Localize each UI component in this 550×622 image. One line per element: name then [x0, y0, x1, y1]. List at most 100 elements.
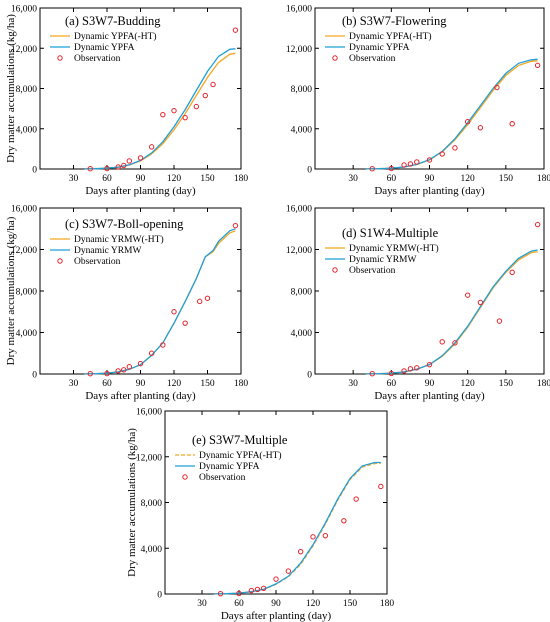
observation-point: [104, 370, 110, 377]
observation-point: [137, 360, 144, 367]
chart-panel-4: 30 60 90 120 150 180 0 4,000 8,000 12,000 16,000 Da…: [286, 205, 550, 403]
observation-point: [414, 365, 420, 371]
legend-label: Dynamic YRMW(-HT): [74, 234, 164, 245]
observation-point: [426, 157, 433, 163]
x-tick-label: 60: [387, 174, 397, 184]
x-axis-label: Days after planting (day): [374, 390, 485, 402]
observation-point: [452, 340, 458, 346]
observation-point: [477, 125, 484, 131]
legend-item: Dynamic YPFA(-HT): [50, 31, 157, 42]
legend-item: Dynamic YPFA: [50, 43, 135, 53]
observation-point: [509, 121, 515, 127]
y-tick-label: 0: [307, 371, 312, 381]
panel-title: (a) S3W7-Budding: [65, 14, 161, 28]
legend-label: Observation: [349, 266, 396, 276]
series-line-1: [214, 462, 381, 595]
observation-point: [204, 295, 211, 301]
observation-point: [210, 81, 216, 88]
chart-panel-3: 30 60 90 120 150 180 0 4,000 8,000 12,000 16,000 Da…: [5, 205, 248, 403]
observation-point: [407, 366, 414, 372]
observation-point: [196, 298, 203, 305]
y-tick-label: 0: [307, 166, 312, 176]
legend-item: Observation: [332, 54, 396, 64]
y-tick-label: 0: [32, 166, 37, 176]
legend-label: Dynamic YPFA(-HT): [199, 450, 282, 461]
x-axis-label: Days after planting (day): [85, 390, 196, 402]
panel-title: (d) S1W4-Multiple: [342, 226, 439, 240]
x-tick-label: 90: [425, 379, 435, 389]
legend-label: Dynamic YRMW: [74, 246, 141, 256]
y-tick-label: 4,000: [291, 329, 313, 339]
legend-item: Dynamic YPFA: [175, 462, 260, 472]
x-axis-label: Days after planting (day): [221, 610, 332, 622]
y-axis-label: Dry matter accumulations (kg/ha): [126, 428, 138, 577]
legend-item: Observation: [57, 257, 121, 267]
x-tick-label: 150: [200, 174, 215, 184]
legend-label: Dynamic YPFA(-HT): [349, 31, 432, 42]
legend-item: Dynamic YRMW(-HT): [325, 243, 439, 254]
observation-point: [121, 162, 127, 169]
x-tick-label: 90: [136, 379, 146, 389]
chart-panel-1: 30 60 90 120 150 180 0 4,000 8,000 12,000 16,000 Da…: [5, 5, 248, 198]
observation-point: [509, 269, 515, 276]
x-tick-label: 60: [234, 599, 244, 609]
x-tick-label: 180: [380, 599, 395, 609]
observation-point: [388, 165, 395, 172]
x-tick-label: 150: [343, 599, 358, 609]
y-axis-label: Dry matter accumulations (kg/ha): [5, 216, 17, 365]
x-tick-label: 120: [167, 379, 182, 389]
legend-item: Observation: [182, 473, 246, 483]
y-tick-label: 8,000: [16, 288, 38, 298]
y-tick-label: 8,000: [141, 499, 163, 509]
legend-item: Dynamic YPFA: [325, 43, 410, 53]
legend-label: Dynamic YRMW: [349, 255, 416, 265]
observation-point: [369, 370, 375, 377]
observation-point: [534, 62, 541, 69]
plot-frame: [39, 207, 242, 375]
observation-point: [182, 320, 188, 326]
chart-panel-5: 30 60 90 120 150 180 0 4,000 8,000 12,000 16,000 Da…: [126, 408, 394, 622]
y-tick-label: 4,000: [291, 125, 313, 135]
series-line-2: [84, 228, 236, 375]
x-tick-label: 120: [306, 599, 321, 609]
x-tick-label: 90: [425, 174, 435, 184]
x-axis-label: Days after planting (day): [85, 185, 196, 197]
x-tick-label: 120: [461, 174, 476, 184]
legend-label: Dynamic YPFA: [349, 43, 410, 53]
x-tick-label: 120: [167, 174, 182, 184]
legend-item: Dynamic YRMW: [50, 246, 141, 256]
x-tick-label: 30: [348, 174, 358, 184]
observation-point: [115, 368, 121, 374]
series-line-1: [84, 52, 236, 170]
observation-point: [148, 144, 155, 150]
y-tick-label: 0: [157, 591, 162, 601]
y-tick-label: 16,000: [11, 5, 37, 15]
observation-point: [126, 364, 133, 370]
y-tick-label: 12,000: [136, 453, 162, 463]
x-tick-label: 150: [499, 379, 514, 389]
x-tick-label: 180: [537, 379, 550, 389]
observation-point: [182, 114, 188, 121]
observation-point: [160, 342, 166, 348]
x-tick-label: 30: [69, 379, 79, 389]
legend-label: Dynamic YRMW(-HT): [349, 243, 439, 254]
y-tick-label: 12,000: [286, 246, 312, 256]
x-tick-label: 60: [102, 379, 112, 389]
legend-item: Dynamic YRMW(-HT): [50, 234, 164, 245]
observation-point: [426, 361, 433, 368]
legend-item: Observation: [57, 54, 121, 64]
observation-point: [260, 585, 267, 591]
y-tick-label: 16,000: [136, 408, 162, 418]
legend-marker: [332, 267, 338, 273]
observation-point: [297, 548, 304, 555]
observation-point: [285, 568, 292, 574]
legend-label: Observation: [349, 54, 396, 64]
legend-label: Dynamic YPFA(-HT): [74, 31, 157, 42]
series-line-2: [365, 58, 538, 170]
panel-title: (e) S3W7-Multiple: [192, 433, 288, 447]
y-tick-label: 16,000: [11, 205, 37, 215]
observation-point: [401, 162, 407, 168]
observation-point: [496, 318, 503, 324]
observation-point: [439, 151, 445, 157]
